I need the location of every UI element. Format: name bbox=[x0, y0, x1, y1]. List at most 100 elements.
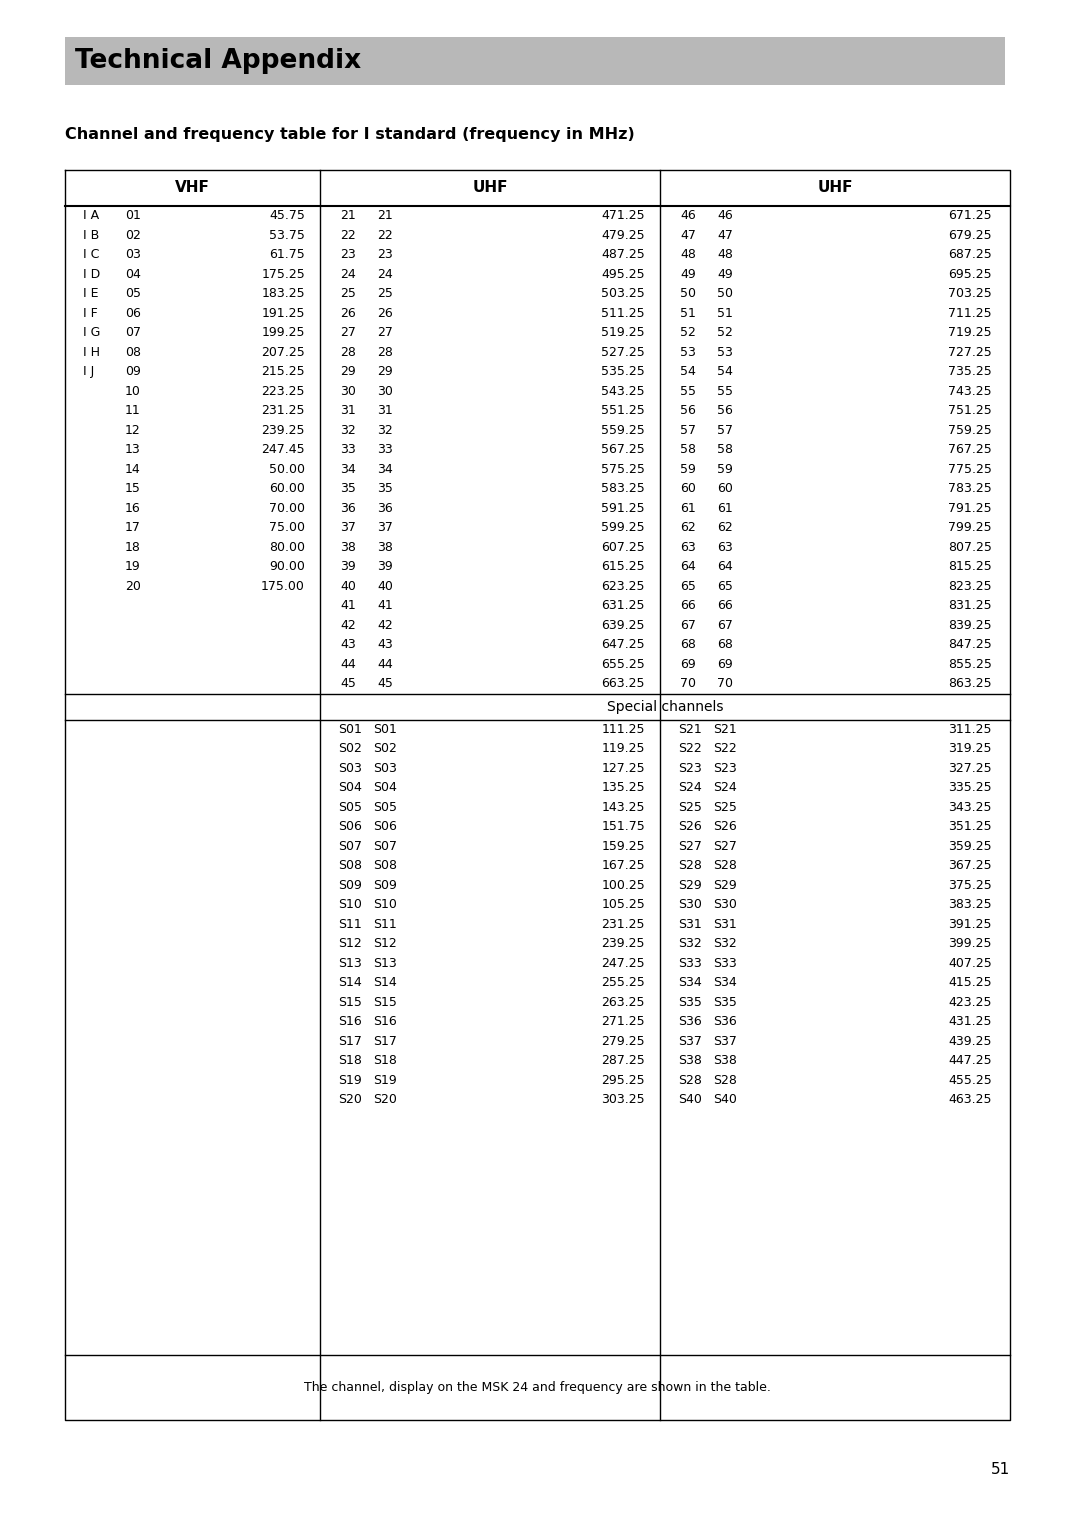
Text: 391.25: 391.25 bbox=[948, 918, 993, 930]
Text: S03: S03 bbox=[373, 762, 397, 775]
Text: S04: S04 bbox=[373, 781, 397, 795]
Text: 75.00: 75.00 bbox=[269, 522, 305, 534]
Text: 31: 31 bbox=[340, 404, 355, 418]
Text: S33: S33 bbox=[678, 956, 702, 970]
Text: 591.25: 591.25 bbox=[602, 502, 645, 515]
Text: 823.25: 823.25 bbox=[948, 580, 993, 593]
Text: 623.25: 623.25 bbox=[602, 580, 645, 593]
Text: 36: 36 bbox=[377, 502, 393, 515]
Text: 351.25: 351.25 bbox=[948, 820, 993, 833]
Text: S23: S23 bbox=[678, 762, 702, 775]
Text: 175.00: 175.00 bbox=[261, 580, 305, 593]
Text: 671.25: 671.25 bbox=[948, 209, 993, 223]
Text: S15: S15 bbox=[338, 996, 362, 1008]
Text: 847.25: 847.25 bbox=[948, 639, 993, 651]
Text: 53: 53 bbox=[680, 346, 696, 358]
Text: 687.25: 687.25 bbox=[948, 249, 993, 261]
Text: 735.25: 735.25 bbox=[948, 366, 993, 378]
Text: 279.25: 279.25 bbox=[602, 1035, 645, 1048]
Text: 70: 70 bbox=[717, 677, 733, 691]
Text: 33: 33 bbox=[377, 444, 393, 456]
Text: UHF: UHF bbox=[818, 180, 853, 195]
Text: 207.25: 207.25 bbox=[261, 346, 305, 358]
Text: 327.25: 327.25 bbox=[948, 762, 993, 775]
Text: 60.00: 60.00 bbox=[269, 482, 305, 496]
Text: S06: S06 bbox=[338, 820, 362, 833]
Text: S01: S01 bbox=[338, 723, 362, 735]
Text: S17: S17 bbox=[338, 1035, 362, 1048]
Text: S33: S33 bbox=[713, 956, 737, 970]
Text: 49: 49 bbox=[717, 268, 733, 281]
Text: I B: I B bbox=[83, 229, 99, 242]
Text: 423.25: 423.25 bbox=[948, 996, 993, 1008]
Text: S32: S32 bbox=[713, 938, 737, 950]
Text: 135.25: 135.25 bbox=[602, 781, 645, 795]
Text: 04: 04 bbox=[125, 268, 140, 281]
Text: 63: 63 bbox=[680, 541, 696, 554]
Text: 69: 69 bbox=[680, 657, 696, 671]
Text: 631.25: 631.25 bbox=[602, 599, 645, 612]
Text: S05: S05 bbox=[373, 801, 397, 814]
Text: S13: S13 bbox=[373, 956, 396, 970]
Text: 111.25: 111.25 bbox=[602, 723, 645, 735]
Text: 479.25: 479.25 bbox=[602, 229, 645, 242]
Text: 23: 23 bbox=[377, 249, 393, 261]
Text: 863.25: 863.25 bbox=[948, 677, 993, 691]
Text: S19: S19 bbox=[373, 1074, 396, 1087]
Text: 105.25: 105.25 bbox=[602, 898, 645, 912]
Text: 807.25: 807.25 bbox=[948, 541, 993, 554]
Text: 68: 68 bbox=[680, 639, 696, 651]
Text: S28: S28 bbox=[678, 859, 702, 872]
Text: 48: 48 bbox=[717, 249, 733, 261]
Text: S30: S30 bbox=[713, 898, 737, 912]
Text: 09: 09 bbox=[125, 366, 140, 378]
Text: 80.00: 80.00 bbox=[269, 541, 305, 554]
Text: 39: 39 bbox=[340, 560, 355, 573]
Text: 41: 41 bbox=[377, 599, 393, 612]
Text: 35: 35 bbox=[340, 482, 356, 496]
Text: 52: 52 bbox=[717, 326, 733, 339]
Text: 695.25: 695.25 bbox=[948, 268, 993, 281]
Text: S14: S14 bbox=[373, 976, 396, 990]
Text: S16: S16 bbox=[373, 1016, 396, 1028]
Text: 26: 26 bbox=[340, 307, 355, 320]
Text: S08: S08 bbox=[373, 859, 397, 872]
Text: 199.25: 199.25 bbox=[261, 326, 305, 339]
Text: 12: 12 bbox=[125, 424, 140, 436]
Text: S11: S11 bbox=[373, 918, 396, 930]
Text: S10: S10 bbox=[373, 898, 397, 912]
Text: 45.75: 45.75 bbox=[269, 209, 305, 223]
Text: 40: 40 bbox=[340, 580, 356, 593]
Text: 719.25: 719.25 bbox=[948, 326, 993, 339]
Text: 24: 24 bbox=[377, 268, 393, 281]
Text: 16: 16 bbox=[125, 502, 140, 515]
Text: 07: 07 bbox=[125, 326, 141, 339]
Text: 61: 61 bbox=[717, 502, 733, 515]
Text: 15: 15 bbox=[125, 482, 140, 496]
Text: 57: 57 bbox=[680, 424, 696, 436]
Text: S24: S24 bbox=[678, 781, 702, 795]
Text: 44: 44 bbox=[340, 657, 355, 671]
Text: 27: 27 bbox=[340, 326, 356, 339]
Text: 751.25: 751.25 bbox=[948, 404, 993, 418]
Text: 28: 28 bbox=[340, 346, 356, 358]
Text: 66: 66 bbox=[717, 599, 733, 612]
Text: 303.25: 303.25 bbox=[602, 1093, 645, 1106]
Text: S12: S12 bbox=[338, 938, 362, 950]
Text: 22: 22 bbox=[377, 229, 393, 242]
Text: 21: 21 bbox=[377, 209, 393, 223]
Text: 02: 02 bbox=[125, 229, 140, 242]
Text: 50: 50 bbox=[717, 287, 733, 300]
Text: 70.00: 70.00 bbox=[269, 502, 305, 515]
Text: 67: 67 bbox=[680, 619, 696, 631]
Text: S28: S28 bbox=[678, 1074, 702, 1087]
Text: 45: 45 bbox=[340, 677, 356, 691]
Text: 535.25: 535.25 bbox=[602, 366, 645, 378]
Text: S01: S01 bbox=[373, 723, 397, 735]
Text: 39: 39 bbox=[377, 560, 393, 573]
Text: 239.25: 239.25 bbox=[602, 938, 645, 950]
Text: S28: S28 bbox=[713, 1074, 737, 1087]
Text: 48: 48 bbox=[680, 249, 696, 261]
Text: 41: 41 bbox=[340, 599, 355, 612]
Text: S27: S27 bbox=[678, 840, 702, 852]
